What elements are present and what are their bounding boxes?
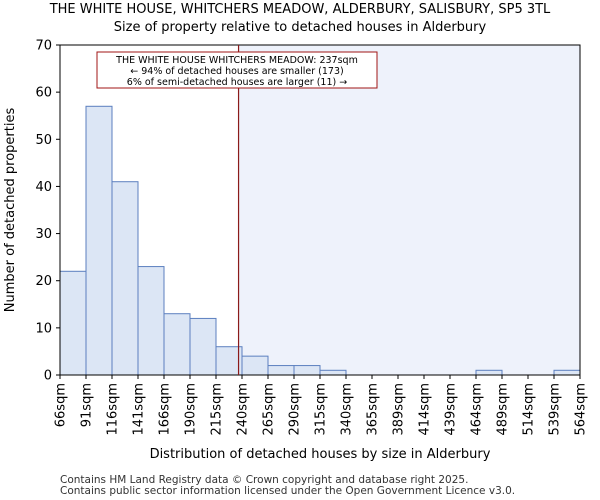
chart-svg: 0 10 20 30 40 50 60 70 66sqm 91sqm 116sqm 141sqm 166… <box>3 39 589 463</box>
highlight-region <box>238 45 581 375</box>
y-tick-label: 60 <box>35 86 52 101</box>
x-tick-label: 190sqm <box>184 383 199 436</box>
x-tick-label: 564sqm <box>574 383 589 436</box>
annotation-line-2: ← 94% of detached houses are smaller (17… <box>130 66 343 77</box>
y-axis-label: Number of detached properties <box>3 108 18 313</box>
x-tick-label: 414sqm <box>418 383 433 436</box>
histogram-bar <box>111 181 139 376</box>
histogram-bar <box>189 317 217 376</box>
y-tick-label: 40 <box>35 180 52 195</box>
chart-subtitle: Size of property relative to detached ho… <box>113 20 487 35</box>
histogram-bar <box>553 369 581 376</box>
y-tick-label: 70 <box>35 39 52 54</box>
x-tick-label: 315sqm <box>314 383 329 436</box>
histogram-bar <box>293 365 321 376</box>
x-tick-label: 439sqm <box>444 383 459 436</box>
histogram-bar <box>475 369 503 376</box>
x-tick-label: 215sqm <box>210 383 225 436</box>
x-tick-label: 489sqm <box>496 383 511 436</box>
x-tick-label: 514sqm <box>522 383 537 436</box>
histogram-bar <box>319 369 347 376</box>
histogram-bar <box>137 266 165 376</box>
x-tick-label: 389sqm <box>392 383 407 436</box>
annotation-line-3: 6% of semi-detached houses are larger (1… <box>127 77 347 88</box>
x-axis-label: Distribution of detached houses by size … <box>150 447 491 462</box>
x-tick-label: 340sqm <box>340 383 355 436</box>
x-tick-label: 290sqm <box>288 383 303 436</box>
x-tick-label: 91sqm <box>80 383 95 427</box>
x-tick-label: 116sqm <box>106 383 121 436</box>
chart-title: THE WHITE HOUSE, WHITCHERS MEADOW, ALDER… <box>49 2 551 17</box>
histogram-bar <box>215 346 243 376</box>
x-tick-label: 141sqm <box>132 383 147 436</box>
histogram-bar <box>241 355 269 376</box>
x-tick-label: 66sqm <box>54 383 69 427</box>
x-tick-label: 539sqm <box>548 383 563 436</box>
histogram-bar <box>267 365 295 376</box>
annotation-box <box>96 51 378 89</box>
x-tick-label: 464sqm <box>470 383 485 436</box>
y-tick-label: 30 <box>35 227 52 242</box>
histogram-bar <box>85 105 113 376</box>
y-tick-label: 10 <box>35 321 52 336</box>
y-tick-label: 50 <box>35 133 52 148</box>
x-tick-label: 166sqm <box>158 383 173 436</box>
footer-line-2: Contains public sector information licen… <box>60 485 516 497</box>
y-tick-label: 20 <box>35 274 52 289</box>
x-tick-label: 240sqm <box>236 383 251 436</box>
histogram-bar <box>163 313 191 376</box>
histogram-bar <box>59 270 87 376</box>
x-tick-label: 265sqm <box>262 383 277 436</box>
y-tick-label: 0 <box>44 369 52 384</box>
x-tick-label: 365sqm <box>366 383 381 436</box>
annotation-line-1: THE WHITE HOUSE WHITCHERS MEADOW: 237sqm <box>115 55 358 66</box>
footer-line-1: Contains HM Land Registry data © Crown c… <box>60 474 469 486</box>
